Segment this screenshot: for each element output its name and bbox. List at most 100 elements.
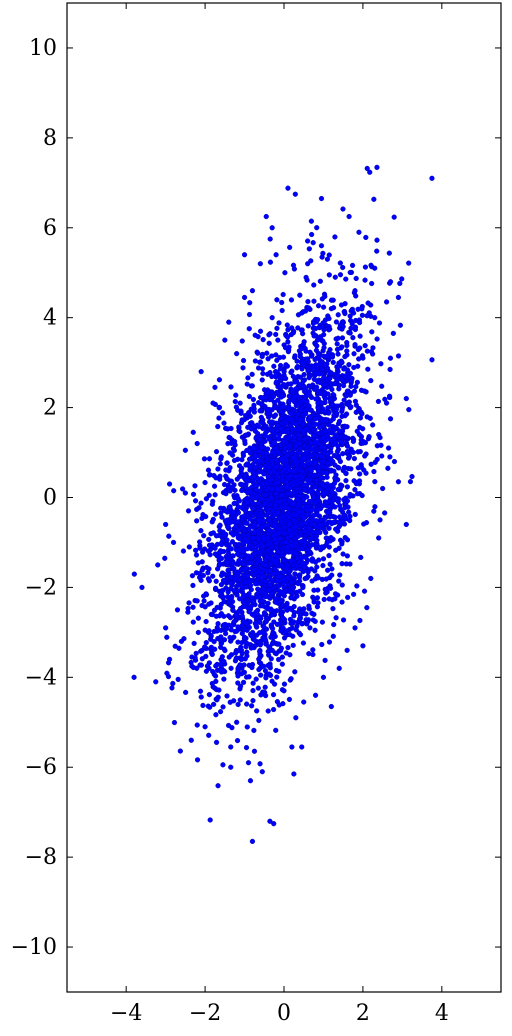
scatter-point <box>290 468 297 474</box>
scatter-point <box>261 610 268 616</box>
scatter-point <box>298 346 305 352</box>
scatter-point <box>333 406 339 413</box>
scatter-point <box>352 342 358 348</box>
scatter-point <box>182 447 188 453</box>
scatter-point <box>242 520 248 526</box>
scatter-point <box>347 392 353 398</box>
scatter-point <box>255 685 261 691</box>
scatter-point <box>247 300 253 306</box>
scatter-point <box>269 353 275 359</box>
scatter-point <box>239 487 245 494</box>
scatter-point <box>329 489 335 495</box>
scatter-point <box>190 582 196 589</box>
scatter-point <box>305 238 311 244</box>
scatter-point <box>215 621 221 627</box>
scatter-point <box>279 562 285 568</box>
scatter-point <box>327 375 333 382</box>
scatter-point <box>302 442 308 449</box>
scatter-point <box>335 592 341 598</box>
scatter-point <box>221 598 227 605</box>
scatter-point <box>323 529 329 536</box>
scatter-point <box>267 582 273 588</box>
scatter-point <box>262 562 269 568</box>
scatter-point <box>259 769 265 775</box>
scatter-point <box>315 379 321 385</box>
scatter-point <box>342 423 348 429</box>
scatter-point <box>190 491 197 497</box>
scatter-point <box>300 584 306 591</box>
scatter-point <box>274 357 280 363</box>
scatter-point <box>162 555 168 561</box>
scatter-point <box>193 552 200 558</box>
scatter-point <box>190 619 196 625</box>
scatter-point <box>429 175 435 181</box>
scatter-point <box>291 771 297 777</box>
scatter-point <box>238 553 244 560</box>
scatter-point <box>316 506 322 512</box>
scatter-point <box>307 407 313 413</box>
scatter-point <box>262 684 268 690</box>
scatter-point <box>327 347 333 353</box>
scatter-point <box>376 320 383 326</box>
scatter-point <box>274 674 280 680</box>
scatter-point <box>301 436 307 442</box>
scatter-point <box>327 380 334 386</box>
scatter-point <box>260 371 266 377</box>
scatter-point <box>365 366 371 372</box>
scatter-point <box>241 294 248 301</box>
scatter-point <box>339 561 345 567</box>
scatter-point <box>312 484 318 490</box>
scatter-point <box>362 343 368 349</box>
scatter-point <box>198 662 204 668</box>
x-tick-label: 2 <box>356 1001 370 1026</box>
scatter-point <box>256 536 262 542</box>
y-tick-label: 10 <box>29 36 57 61</box>
scatter-point <box>320 435 326 441</box>
scatter-point <box>271 523 277 529</box>
scatter-point <box>311 512 317 519</box>
scatter-point <box>324 256 331 262</box>
scatter-point <box>205 570 211 576</box>
scatter-point <box>273 727 279 733</box>
scatter-point <box>180 548 187 554</box>
scatter-point <box>339 407 345 413</box>
scatter-point <box>274 297 280 303</box>
scatter-point <box>317 278 323 284</box>
scatter-point <box>202 724 208 730</box>
scatter-point <box>347 330 353 336</box>
scatter-point <box>279 654 285 660</box>
scatter-point <box>235 519 241 525</box>
scatter-point <box>275 479 281 485</box>
scatter-point <box>285 185 291 191</box>
scatter-point <box>320 562 326 569</box>
scatter-point <box>246 326 252 332</box>
scatter-point <box>279 549 286 555</box>
scatter-point <box>224 693 230 699</box>
scatter-point <box>383 400 390 406</box>
scatter-point <box>265 356 271 362</box>
scatter-point <box>333 319 340 325</box>
scatter-point <box>238 683 244 689</box>
scatter-point <box>269 419 275 425</box>
scatter-point <box>291 613 297 619</box>
scatter-point <box>257 558 263 564</box>
scatter-point <box>328 306 334 312</box>
scatter-point <box>314 384 320 390</box>
scatter-point <box>207 704 213 710</box>
scatter-point <box>214 697 220 703</box>
scatter-point <box>301 515 307 521</box>
scatter-point <box>217 522 223 528</box>
scatter-point <box>331 480 338 487</box>
scatter-point <box>248 645 254 651</box>
scatter-point <box>332 504 338 510</box>
scatter-point <box>305 391 311 397</box>
scatter-point <box>263 675 269 681</box>
scatter-point <box>261 471 267 477</box>
scatter-point <box>328 438 334 444</box>
scatter-point <box>228 546 234 552</box>
scatter-point <box>360 643 366 649</box>
scatter-point <box>241 473 248 479</box>
scatter-point <box>250 505 256 511</box>
scatter-point <box>264 554 270 560</box>
scatter-point <box>195 629 201 636</box>
